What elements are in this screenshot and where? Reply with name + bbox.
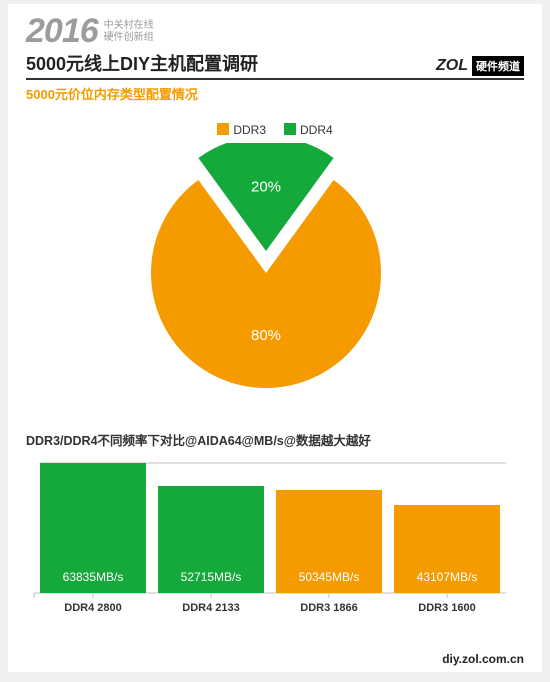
bar-value-label: 63835MB/s <box>63 570 124 584</box>
bar-svg: 63835MB/s DDR4 2800 52715MB/s DDR4 2133 5034… <box>26 459 524 629</box>
bar-x-label: DDR4 2800 <box>64 602 121 614</box>
zol-badge: 硬件频道 <box>472 56 524 76</box>
year-subtext: 中关村在线 硬件创新组 <box>104 20 154 44</box>
zol-logo: ZOL 硬件频道 <box>436 56 524 76</box>
year-sub-line2: 硬件创新组 <box>104 32 154 44</box>
bar-value-label: 52715MB/s <box>181 570 242 584</box>
legend-item-ddr3: DDR3 <box>217 123 266 137</box>
legend-label: DDR3 <box>233 123 266 137</box>
bar-chart: 63835MB/s DDR4 2800 52715MB/s DDR4 2133 5034… <box>26 459 524 634</box>
year: 2016 <box>26 14 98 48</box>
bar-x-label: DDR3 1866 <box>300 602 357 614</box>
card: 2016 中关村在线 硬件创新组 5000元线上DIY主机配置调研 ZOL 硬件… <box>8 4 542 672</box>
year-sub-line1: 中关村在线 <box>104 20 154 32</box>
legend-label: DDR4 <box>300 123 333 137</box>
title-bar: 5000元线上DIY主机配置调研 ZOL 硬件频道 <box>26 50 524 76</box>
legend-item-ddr4: DDR4 <box>284 123 333 137</box>
pie-subtitle: 5000元价位内存类型配置情况 <box>26 84 524 103</box>
legend-swatch <box>284 123 296 135</box>
header: 2016 中关村在线 硬件创新组 <box>26 14 524 48</box>
footer-url: diy.zol.com.cn <box>442 652 524 666</box>
bar-value-label: 50345MB/s <box>299 570 360 584</box>
pie-slice-label: 20% <box>251 179 281 196</box>
bar-x-label: DDR3 1600 <box>418 602 475 614</box>
zol-text: ZOL <box>436 57 468 75</box>
bar-value-label: 43107MB/s <box>417 570 478 584</box>
legend-swatch <box>217 123 229 135</box>
pie-chart: 80% 20% <box>26 143 524 416</box>
bar-x-label: DDR4 2133 <box>182 602 239 614</box>
pie-slice-label: 80% <box>251 327 281 344</box>
pie-svg: 80% 20% <box>26 143 524 411</box>
bar-subtitle: DDR3/DDR4不同频率下对比@AIDA64@MB/s@数据越大越好 <box>26 430 524 449</box>
pie-legend: DDR3 DDR4 <box>26 123 524 137</box>
main-title: 5000元线上DIY主机配置调研 <box>26 50 258 76</box>
title-underline <box>26 78 524 80</box>
